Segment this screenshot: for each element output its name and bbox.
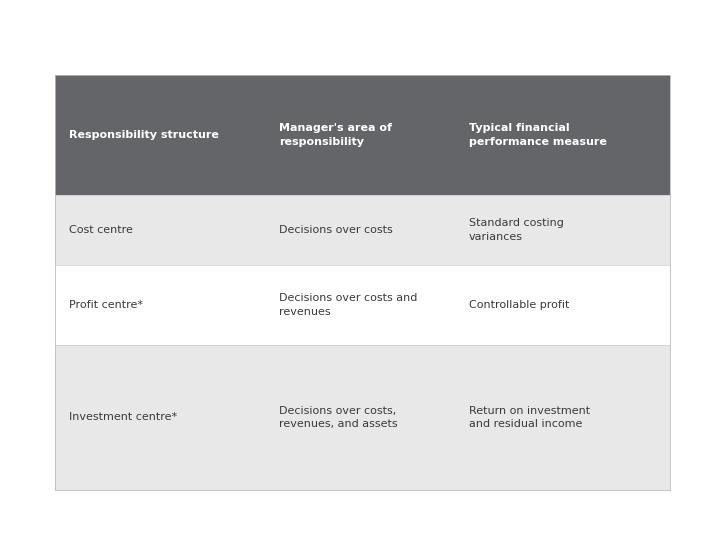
Text: Investment centre*: Investment centre* <box>69 413 177 422</box>
Text: Typical financial
performance measure: Typical financial performance measure <box>469 123 607 147</box>
Text: Manager's area of
responsibility: Manager's area of responsibility <box>279 123 392 147</box>
Bar <box>55 195 670 265</box>
Text: Cost centre: Cost centre <box>69 225 133 235</box>
Text: Profit centre*: Profit centre* <box>69 300 143 310</box>
Text: Responsibility structure: Responsibility structure <box>69 130 219 140</box>
Text: Decisions over costs,
revenues, and assets: Decisions over costs, revenues, and asse… <box>279 406 397 429</box>
Text: Decisions over costs and
revenues: Decisions over costs and revenues <box>279 293 418 317</box>
Text: Controllable profit: Controllable profit <box>469 300 570 310</box>
Text: Return on investment
and residual income: Return on investment and residual income <box>469 406 590 429</box>
Text: Decisions over costs: Decisions over costs <box>279 225 392 235</box>
Bar <box>55 265 670 345</box>
Text: Standard costing
variances: Standard costing variances <box>469 218 564 242</box>
Bar <box>55 345 670 490</box>
Bar <box>55 75 670 195</box>
Bar <box>55 75 670 490</box>
